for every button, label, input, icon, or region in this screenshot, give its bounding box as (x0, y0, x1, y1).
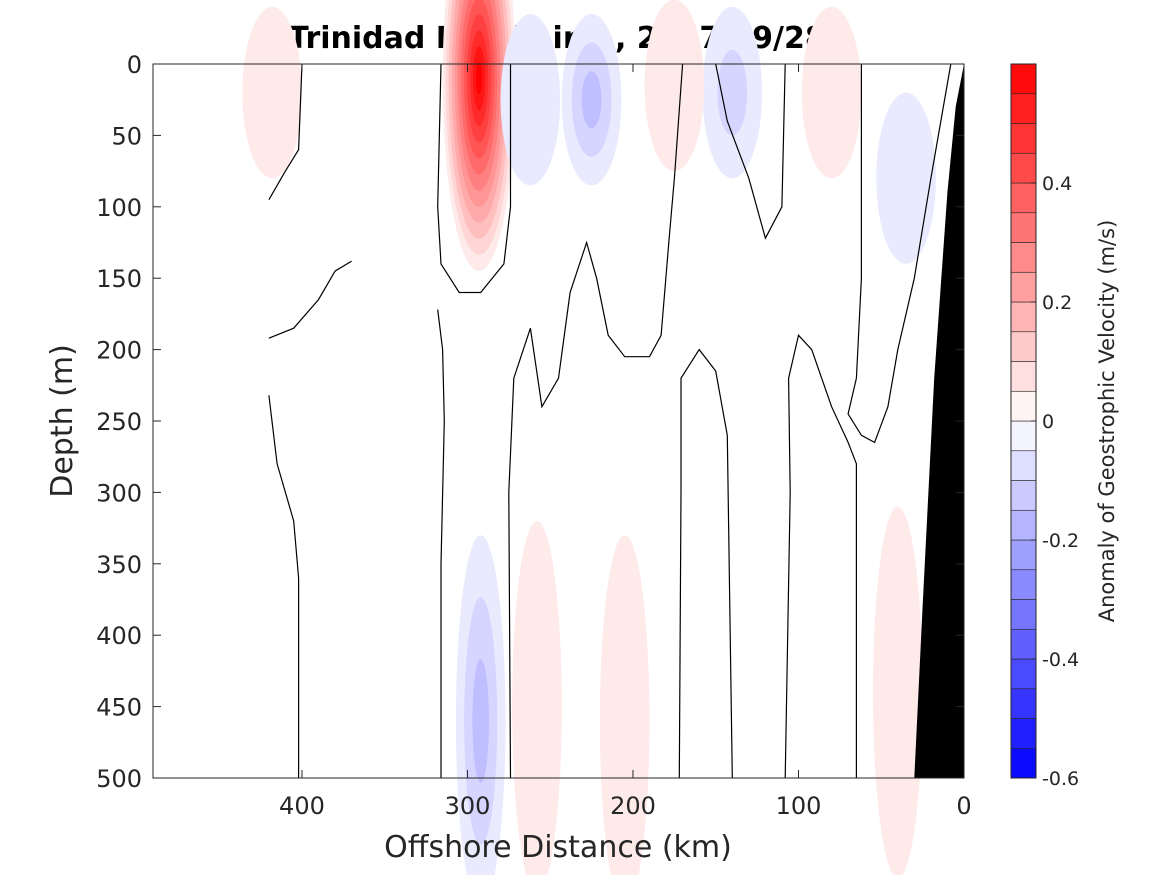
anomaly-patch (872, 506, 923, 875)
colorbar-swatch (1010, 450, 1037, 481)
contour-level (717, 49, 748, 136)
anomaly-patch (500, 14, 561, 186)
colorbar-swatch (1010, 688, 1037, 719)
x-tick-label: 200 (610, 792, 656, 820)
y-axis-ticks: 0 50 100 150 200 250 300 350 400 450 500 (96, 51, 964, 793)
zero-contour (268, 260, 352, 339)
colorbar-swatch (1010, 331, 1037, 362)
anomaly-patch (242, 6, 302, 179)
x-axis-label: Offshore Distance (km) (384, 830, 732, 865)
colorbar-tick-label: -0.4 (1042, 649, 1079, 671)
contour-level (599, 535, 650, 875)
contour-level (644, 0, 705, 172)
anomaly-patch (512, 521, 562, 875)
colorbar-swatch (1010, 123, 1037, 154)
colorbar-label: Anomaly of Geostrophic Velocity (m/s) (1095, 220, 1119, 623)
zero-contour (268, 63, 303, 200)
colorbar-swatch (1010, 569, 1037, 600)
anomaly-contour-fills (242, 0, 936, 875)
y-tick-label: 50 (111, 122, 142, 150)
contour-level (500, 14, 561, 186)
y-tick-label: 400 (96, 622, 142, 650)
colorbar-swatch (1010, 63, 1037, 95)
zero-contour (268, 395, 300, 778)
y-tick-label: 200 (96, 337, 142, 365)
colorbar-swatch (1010, 658, 1037, 690)
colorbar-swatch (1010, 301, 1037, 333)
bathymetry-wedge (914, 64, 964, 778)
y-tick-label: 500 (96, 765, 142, 793)
colorbar-tick-label: 0.4 (1042, 173, 1072, 195)
y-tick-label: 250 (96, 408, 142, 436)
colorbar-swatch (1010, 152, 1037, 184)
x-tick-label: 0 (956, 792, 971, 820)
contour-level (512, 521, 562, 875)
contour-level (876, 92, 936, 264)
zero-contour (678, 348, 733, 779)
colorbar: -0.6 -0.4 -0.2 0 0.2 0.4 (1010, 63, 1079, 790)
colorbar-swatch (1010, 747, 1037, 779)
zero-contour (784, 334, 857, 779)
y-tick-label: 450 (96, 694, 142, 722)
y-axis-label: Depth (m) (45, 344, 80, 498)
colorbar-tick-label: 0 (1042, 411, 1054, 433)
colorbar-swatch (1010, 212, 1037, 243)
colorbar-tick-label: -0.6 (1042, 768, 1079, 790)
colorbar-tick-label: -0.2 (1042, 530, 1079, 552)
x-axis-ticks: 400 300 200 100 0 (279, 64, 972, 820)
contour-level (872, 506, 923, 875)
contour-level (242, 6, 302, 179)
contour-level (801, 6, 862, 179)
anomaly-patch (876, 92, 936, 264)
colorbar-swatch (1010, 539, 1037, 571)
zero-contour (715, 63, 786, 240)
x-tick-label: 100 (776, 792, 822, 820)
colorbar-swatch (1010, 718, 1037, 749)
y-tick-label: 150 (96, 265, 142, 293)
y-tick-label: 350 (96, 551, 142, 579)
anomaly-patch (561, 14, 622, 186)
contour-level (472, 659, 489, 783)
colorbar-swatch (1010, 182, 1037, 214)
y-tick-label: 300 (96, 479, 142, 507)
y-tick-label: 100 (96, 194, 142, 222)
anomaly-patch (455, 535, 506, 875)
zero-contour (508, 63, 684, 779)
zero-contour (847, 63, 952, 444)
contour-level (476, 62, 483, 95)
colorbar-swatch (1010, 361, 1037, 392)
colorbar-swatch (1010, 420, 1037, 452)
zero-contour (437, 63, 512, 294)
zero-contour (437, 309, 445, 778)
anomaly-patch (644, 0, 705, 172)
anomaly-patch (599, 535, 650, 875)
zero-contour-lines (268, 63, 952, 779)
y-tick-label: 0 (127, 51, 142, 79)
colorbar-swatch (1010, 599, 1037, 630)
colorbar-swatch (1010, 93, 1037, 124)
colorbar-swatch (1010, 390, 1037, 422)
anomaly-patch (702, 6, 763, 179)
colorbar-swatch (1010, 509, 1037, 541)
colorbar-swatch (1010, 242, 1037, 273)
colorbar-swatch (1010, 271, 1037, 303)
x-tick-label: 300 (445, 792, 491, 820)
colorbar-tick-label: 0.2 (1042, 292, 1072, 314)
anomaly-patch (442, 0, 516, 272)
colorbar-swatch (1010, 628, 1037, 660)
contour-level (581, 71, 602, 129)
colorbar-swatch (1010, 480, 1037, 511)
plot-area (152, 0, 965, 875)
anomaly-patch (801, 6, 862, 179)
x-tick-label: 400 (279, 792, 325, 820)
